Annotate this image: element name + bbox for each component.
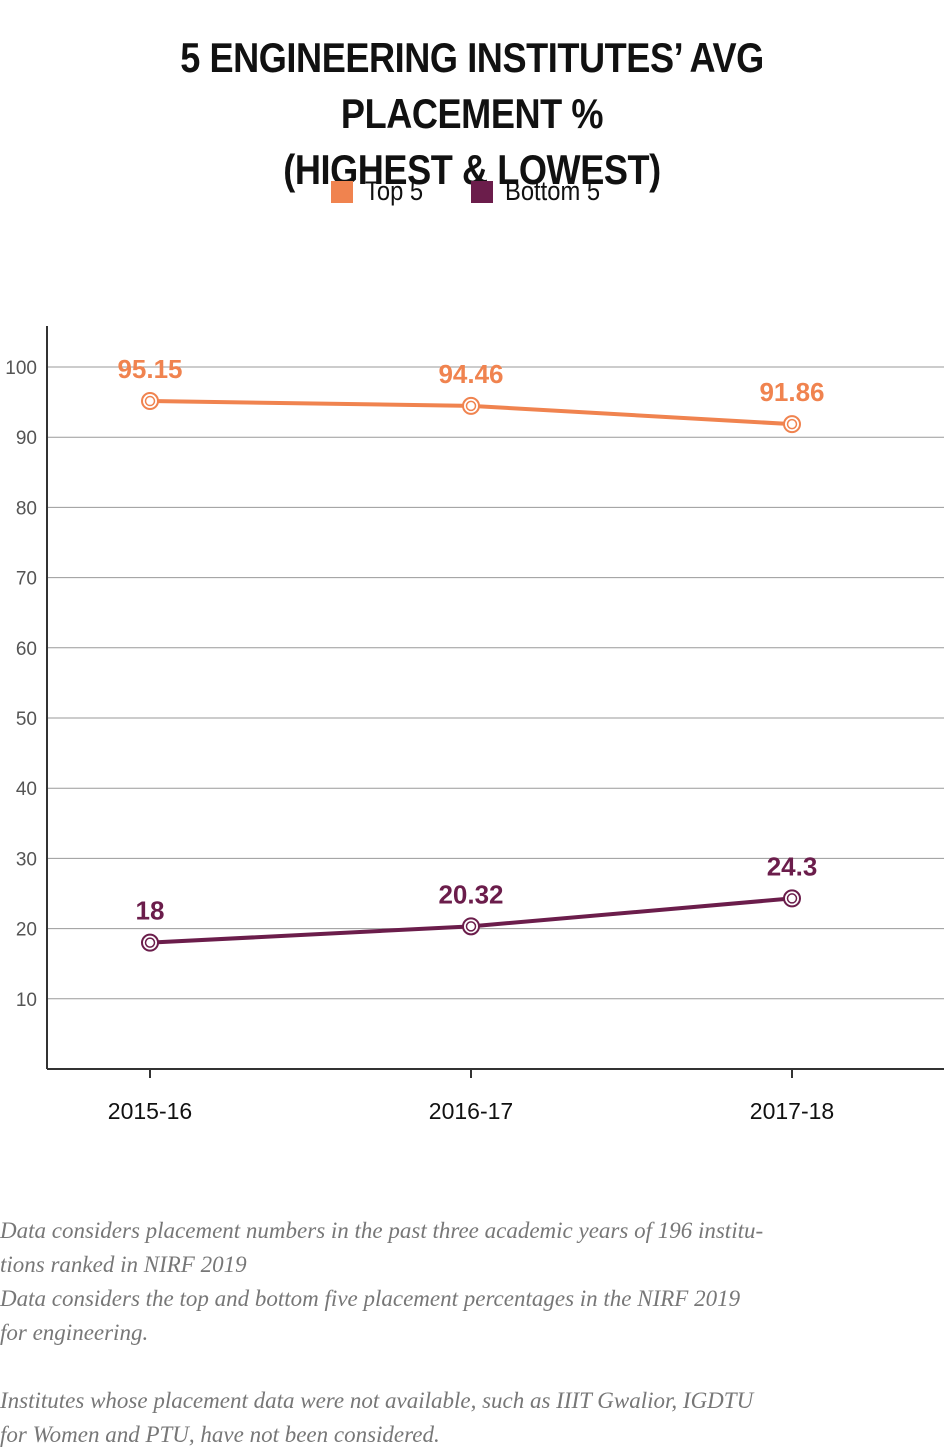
legend-swatch-bottom5 bbox=[471, 180, 493, 203]
data-point-inner-bottom5-1 bbox=[465, 921, 477, 932]
data-label-top5-1: 94.46 bbox=[438, 359, 503, 389]
footnote-line-1: Data considers placement numbers in the … bbox=[0, 1218, 764, 1243]
data-label-bottom5-2: 24.3 bbox=[767, 851, 818, 881]
footnote-line-3: Data considers the top and bottom five p… bbox=[0, 1286, 741, 1311]
y-tick-label-80: 80 bbox=[16, 498, 37, 519]
data-label-bottom5-1: 20.32 bbox=[438, 879, 503, 909]
footnote-line-4: for engineering. bbox=[0, 1320, 149, 1345]
y-tick-label-90: 90 bbox=[16, 428, 37, 449]
x-tick-label-2015-16: 2015-16 bbox=[108, 1098, 192, 1124]
x-tick-label-2017-18: 2017-18 bbox=[750, 1098, 834, 1124]
data-point-inner-top5-0 bbox=[144, 395, 156, 407]
x-tick-label-2016-17: 2016-17 bbox=[429, 1098, 513, 1124]
data-point-inner-top5-1 bbox=[465, 400, 477, 412]
y-tick-label-60: 60 bbox=[16, 639, 37, 660]
legend-item-top5: Top 5 bbox=[330, 176, 431, 207]
footnotes: Data considers placement numbers in the … bbox=[0, 1214, 900, 1452]
legend-label-top5: Top 5 bbox=[364, 176, 424, 206]
data-label-top5-2: 91.86 bbox=[759, 377, 824, 407]
y-tick-label-20: 20 bbox=[16, 920, 37, 941]
data-point-inner-top5-2 bbox=[786, 418, 798, 430]
footnote-line-5: Institutes whose placement data were not… bbox=[0, 1388, 754, 1413]
data-label-top5-0: 95.15 bbox=[117, 354, 182, 384]
line-chart: 10 20 30 40 50 60 70 80 90 100 2015-16 2016-17 2017-… bbox=[5, 326, 944, 1124]
data-point-inner-bottom5-2 bbox=[786, 893, 798, 904]
y-tick-label-10: 10 bbox=[16, 990, 37, 1011]
chart-title-line-1: 5 ENGINEERING INSTITUTES’ AVG PLACEMENT … bbox=[180, 34, 764, 137]
y-tick-label-100: 100 bbox=[5, 358, 37, 379]
legend-item-bottom5: Bottom 5 bbox=[471, 176, 613, 207]
y-tick-label-50: 50 bbox=[16, 709, 37, 730]
footnote-line-6: for Women and PTU, have not been conside… bbox=[0, 1422, 440, 1447]
chart-title: 5 ENGINEERING INSTITUTES’ AVG PLACEMENT … bbox=[0, 30, 944, 198]
y-tick-label-30: 30 bbox=[16, 849, 37, 870]
data-label-bottom5-0: 18 bbox=[136, 896, 165, 926]
legend-swatch-top5 bbox=[330, 180, 353, 203]
legend: Top 5 Bottom 5 bbox=[0, 176, 944, 207]
footnote-line-2: tions ranked in NIRF 2019 bbox=[0, 1252, 247, 1277]
legend-label-bottom5: Bottom 5 bbox=[505, 176, 601, 206]
y-tick-label-70: 70 bbox=[16, 569, 37, 590]
y-tick-label-40: 40 bbox=[16, 779, 37, 800]
data-point-inner-bottom5-0 bbox=[144, 937, 156, 948]
